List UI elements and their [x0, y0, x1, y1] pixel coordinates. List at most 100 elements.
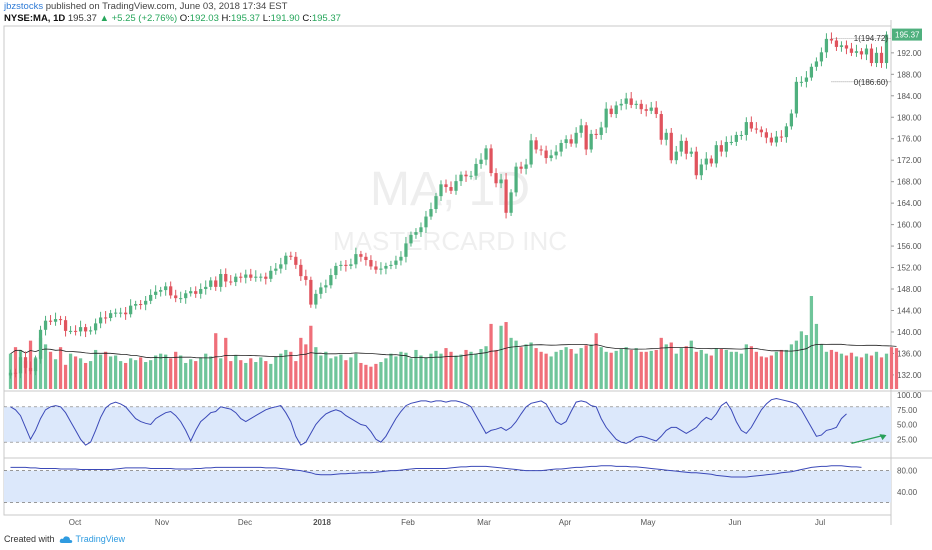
footer: Created with TradingView: [4, 534, 125, 544]
volume-bar: [58, 347, 63, 389]
volume-bar: [669, 342, 673, 389]
time-axis-label: Jun: [729, 518, 742, 527]
time-axis-label: 2018: [313, 518, 331, 527]
candle-body: [869, 48, 874, 64]
time-axis-label: Jul: [815, 518, 825, 527]
volume-bar: [434, 350, 438, 389]
candle-body: [43, 320, 48, 330]
candle-body: [184, 293, 188, 299]
candle-body: [829, 38, 834, 41]
volume-bar: [369, 366, 373, 389]
candle-body: [879, 52, 884, 64]
candle-body: [784, 126, 789, 138]
open-label: O:: [179, 13, 190, 24]
volume-bar: [98, 354, 103, 389]
volume-bar: [524, 344, 528, 389]
volume-bar: [264, 361, 268, 389]
volume-bar: [694, 351, 698, 389]
volume-bar: [554, 351, 558, 389]
volume-bar: [829, 349, 834, 389]
volume-bar: [409, 358, 413, 389]
stoch-tick-label: 25.00: [897, 435, 918, 444]
candle-body: [204, 286, 208, 290]
candle-body: [859, 51, 864, 55]
volume-bar: [249, 358, 253, 389]
volume-bar: [664, 344, 668, 389]
candle-body: [764, 132, 768, 138]
volume-bar: [379, 362, 383, 389]
volume-bar: [589, 344, 593, 389]
volume-bar: [159, 353, 163, 389]
volume-bar: [689, 340, 693, 389]
volume-bar: [129, 358, 133, 389]
candle-body: [379, 268, 383, 270]
candle-body: [564, 139, 568, 144]
time-axis-label: Nov: [155, 518, 169, 527]
candle-body: [119, 312, 123, 314]
candle-body: [33, 358, 38, 372]
volume-bar: [819, 344, 824, 389]
volume-bar: [844, 355, 849, 389]
volume-bar: [464, 349, 468, 389]
volume-bar: [734, 351, 738, 389]
author-link[interactable]: jbzstocks: [4, 1, 44, 12]
candle-body: [574, 132, 578, 144]
candle-body: [604, 108, 608, 128]
candle-body: [113, 312, 118, 314]
price-tick-label: 140.00: [897, 328, 922, 337]
volume-bar: [729, 351, 733, 389]
last-price-tag-label: 195.37: [895, 31, 920, 40]
volume-bar: [889, 347, 894, 389]
candle-body: [629, 98, 633, 105]
volume-bar: [739, 353, 743, 389]
candle-body: [289, 255, 293, 257]
chart-header: jbzstocks published on TradingView.com, …: [4, 1, 924, 25]
volume-bar: [704, 353, 708, 389]
candle-body: [664, 132, 668, 140]
volume-bar: [444, 348, 448, 389]
candle-body: [129, 305, 133, 315]
candle-body: [8, 372, 13, 376]
volume-bar: [399, 351, 403, 389]
volume-bar: [78, 358, 83, 389]
candle-body: [819, 52, 824, 62]
volume-bar: [284, 349, 288, 389]
candle-body: [454, 181, 458, 191]
candle-body: [649, 107, 653, 111]
volume-bar: [619, 349, 623, 389]
price-tick-label: 172.00: [897, 156, 922, 165]
volume-bar: [289, 351, 293, 389]
price-tick-label: 160.00: [897, 221, 922, 230]
rsi-tick-label: 80.00: [897, 467, 918, 476]
volume-bar: [259, 357, 263, 389]
high-value: 195.37: [231, 13, 261, 24]
rsi-tick-label: 40.00: [897, 488, 918, 497]
volume-bar: [724, 349, 728, 389]
volume-bar: [749, 346, 753, 389]
candle-body: [779, 136, 784, 138]
candle-body: [304, 276, 308, 280]
price-tick-label: 164.00: [897, 199, 922, 208]
volume-bar: [849, 352, 854, 389]
volume-bar: [234, 355, 238, 389]
tradingview-logo[interactable]: TradingView: [59, 534, 125, 544]
volume-bar: [239, 360, 243, 389]
volume-bar: [439, 353, 443, 389]
volume-bar: [304, 344, 308, 389]
candle-body: [654, 107, 658, 115]
volume-bar: [224, 337, 228, 389]
volume-bar: [364, 364, 368, 389]
candle-body: [834, 40, 839, 47]
candle-body: [749, 122, 753, 129]
candle-body: [354, 254, 358, 265]
candle-body: [194, 291, 198, 294]
candle-body: [534, 140, 538, 150]
candle-body: [404, 243, 408, 257]
stoch-line: [10, 397, 847, 446]
volume-bar: [649, 350, 653, 389]
volume-bar: [294, 361, 298, 389]
time-axis-label: Oct: [69, 518, 82, 527]
candle-body: [269, 270, 273, 279]
candle-body: [364, 256, 368, 261]
